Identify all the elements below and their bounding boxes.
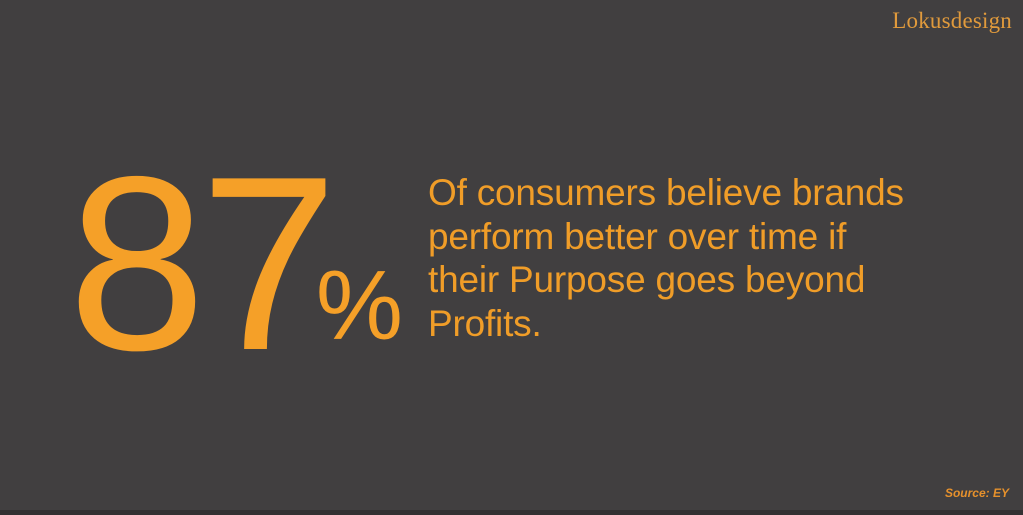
statement-line: perform better over time if	[428, 215, 847, 257]
percent-sign: %	[315, 250, 403, 360]
stat-statement: Of consumers believe brands perform bett…	[428, 171, 904, 345]
bottom-strip	[0, 510, 1023, 515]
brand-logo: Lokusdesign	[892, 8, 1012, 33]
source-attribution: Source: EY	[944, 486, 1009, 500]
stat-number: 87%	[68, 139, 403, 387]
statement-line: their Purpose goes beyond	[428, 259, 866, 300]
statement-line: Of consumers believe brands	[428, 172, 904, 213]
statement-line: Profits.	[428, 302, 542, 344]
stat-value: 87	[68, 124, 338, 402]
